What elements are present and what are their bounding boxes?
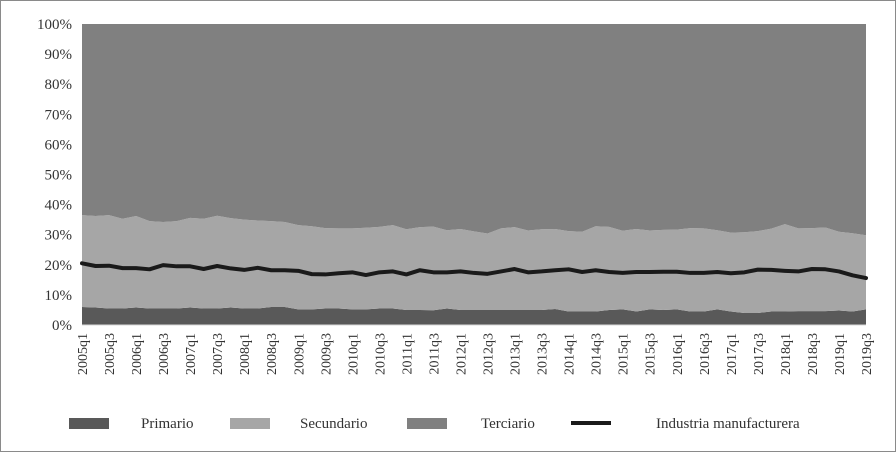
y-tick-label: 30% [45,228,73,244]
x-tick-label: 2005q3 [103,333,118,375]
x-tick-label: 2014q1 [563,333,578,375]
x-tick-label: 2008q3 [265,333,280,375]
x-axis: 2005q1 2005q3 2006q1 2006q3 2007q1 2007q3 2008… [76,324,875,375]
legend: Primario Secundario Terciario Industria man… [69,416,800,432]
legend-label-primario: Primario [141,416,194,432]
legend-swatch-secundario [230,418,270,429]
x-tick-label: 2010q3 [373,333,388,375]
x-tick-label: 2006q1 [130,333,145,375]
x-tick-label: 2018q1 [779,333,794,375]
legend-swatch-terciario [407,418,447,429]
y-tick-label: 20% [45,258,73,274]
x-tick-label: 2012q1 [455,333,470,375]
x-tick-label: 2016q3 [698,333,713,375]
area-primario [82,306,866,325]
y-tick-label: 10% [45,288,73,304]
x-tick-label: 2008q1 [238,333,253,375]
line-layer [80,261,868,281]
area-secundario [82,215,866,313]
y-tick-label: 70% [45,107,73,123]
x-tick-label: 2007q3 [211,333,226,375]
x-tick-label: 2010q1 [346,333,361,375]
x-tick-label: 2007q1 [184,333,199,375]
x-tick-label: 2014q3 [590,333,605,375]
x-tick-label: 2018q3 [806,333,821,375]
x-tick-label: 2017q3 [752,333,767,375]
legend-label-industria-manufacturera: Industria manufacturera [656,416,800,432]
x-tick-label: 2017q1 [725,333,740,375]
legend-swatch-primario [69,418,109,429]
x-tick-label: 2011q1 [400,333,415,374]
area-terciario [82,24,866,236]
legend-label-terciario: Terciario [481,416,535,432]
x-tick-label: 2013q3 [536,333,551,375]
x-tick-label: 2012q3 [482,333,497,375]
x-tick-label: 2011q3 [427,333,442,374]
y-tick-label: 0% [52,318,72,334]
y-tick-label: 50% [45,168,73,184]
y-axis: 0% 10% 20% 30% 40% 50% 60% 70% 80% 90% 100% [37,17,72,334]
y-tick-label: 60% [45,137,73,153]
x-tick-label: 2016q1 [671,333,686,375]
y-tick-label: 80% [45,77,73,93]
x-tick-label: 2019q3 [860,333,875,375]
x-tick-label: 2009q3 [319,333,334,375]
x-tick-label: 2009q1 [292,333,307,375]
x-tick-label: 2013q1 [509,333,524,375]
x-tick-label: 2019q1 [833,333,848,375]
line-industria-manufacturera [80,261,868,281]
y-tick-label: 90% [45,47,73,63]
x-tick-label: 2015q3 [644,333,659,375]
x-tick-label: 2005q1 [76,333,91,375]
y-tick-label: 40% [45,198,73,214]
y-tick-label: 100% [37,17,72,33]
area-layer [82,24,866,325]
legend-label-secundario: Secundario [300,416,367,432]
x-tick-label: 2015q1 [617,333,632,375]
x-tick-label: 2006q3 [157,333,172,375]
